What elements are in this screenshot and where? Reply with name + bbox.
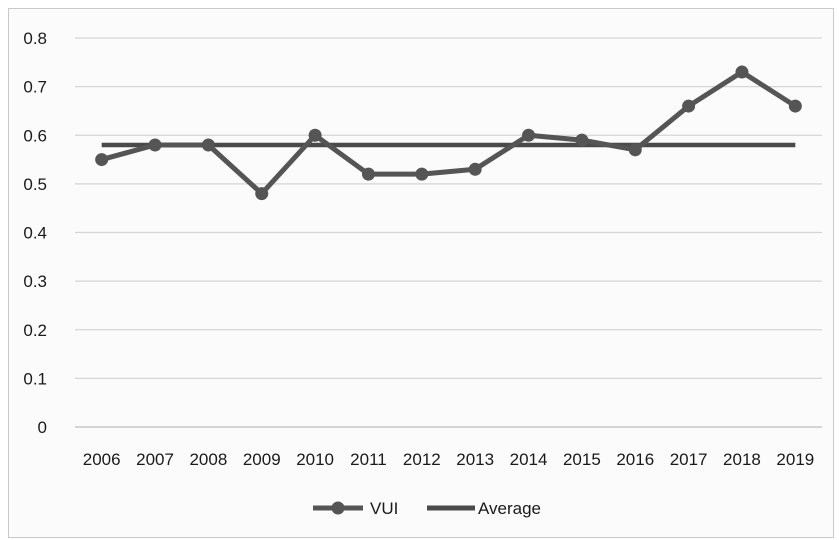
data-point-vui bbox=[575, 133, 589, 147]
data-point-vui bbox=[522, 128, 536, 142]
series-line-vui bbox=[101, 69, 797, 197]
data-point-vui bbox=[201, 138, 215, 152]
x-tick-label: 2012 bbox=[403, 450, 441, 469]
legend-item-vui: VUI bbox=[313, 499, 398, 518]
data-point-vui bbox=[361, 167, 375, 181]
y-tick-label: 0.4 bbox=[23, 224, 47, 243]
gridlines bbox=[75, 37, 822, 428]
x-tick-label: 2019 bbox=[776, 450, 814, 469]
legend-average-label: Average bbox=[478, 499, 541, 518]
x-tick-label: 2006 bbox=[83, 450, 121, 469]
data-point-vui bbox=[628, 143, 642, 157]
y-tick-label: 0.6 bbox=[23, 126, 47, 145]
data-point-vui bbox=[415, 167, 429, 181]
legend: VUI Average bbox=[313, 499, 541, 518]
x-axis-ticks: 2006 2007 2008 2009 2010 2011 2012 2013 2014 2015… bbox=[83, 450, 814, 469]
legend-vui-marker bbox=[331, 501, 345, 515]
x-tick-label: 2018 bbox=[723, 450, 761, 469]
y-tick-label: 0.1 bbox=[23, 369, 47, 388]
y-tick-label: 0.3 bbox=[23, 272, 47, 291]
data-point-vui bbox=[95, 153, 109, 167]
legend-vui-label: VUI bbox=[370, 499, 398, 518]
data-point-vui bbox=[735, 65, 749, 79]
series-lines bbox=[101, 69, 797, 197]
y-tick-label: 0.8 bbox=[23, 29, 47, 48]
data-point-vui bbox=[468, 162, 482, 176]
y-tick-label: 0.5 bbox=[23, 175, 47, 194]
x-tick-label: 2017 bbox=[670, 450, 708, 469]
x-tick-label: 2013 bbox=[456, 450, 494, 469]
y-tick-label: 0.7 bbox=[23, 78, 47, 97]
y-tick-label: 0.2 bbox=[23, 321, 47, 340]
x-tick-label: 2008 bbox=[189, 450, 227, 469]
legend-item-average: Average bbox=[427, 499, 541, 518]
data-point-vui bbox=[788, 99, 802, 113]
x-tick-label: 2011 bbox=[350, 450, 387, 469]
data-point-vui bbox=[148, 138, 162, 152]
y-tick-label: 0 bbox=[38, 418, 47, 437]
x-tick-label: 2015 bbox=[563, 450, 601, 469]
x-tick-label: 2009 bbox=[243, 450, 281, 469]
data-point-vui bbox=[308, 128, 322, 142]
chart-frame bbox=[8, 8, 834, 538]
x-tick-label: 2007 bbox=[136, 450, 174, 469]
y-axis-ticks: 0 0.1 0.2 0.3 0.4 0.5 0.6 0.7 0.8 bbox=[23, 29, 47, 437]
x-tick-label: 2016 bbox=[616, 450, 654, 469]
series-markers bbox=[95, 65, 802, 201]
x-tick-label: 2010 bbox=[296, 450, 334, 469]
x-tick-label: 2014 bbox=[510, 450, 548, 469]
data-point-vui bbox=[682, 99, 696, 113]
data-point-vui bbox=[255, 187, 269, 201]
